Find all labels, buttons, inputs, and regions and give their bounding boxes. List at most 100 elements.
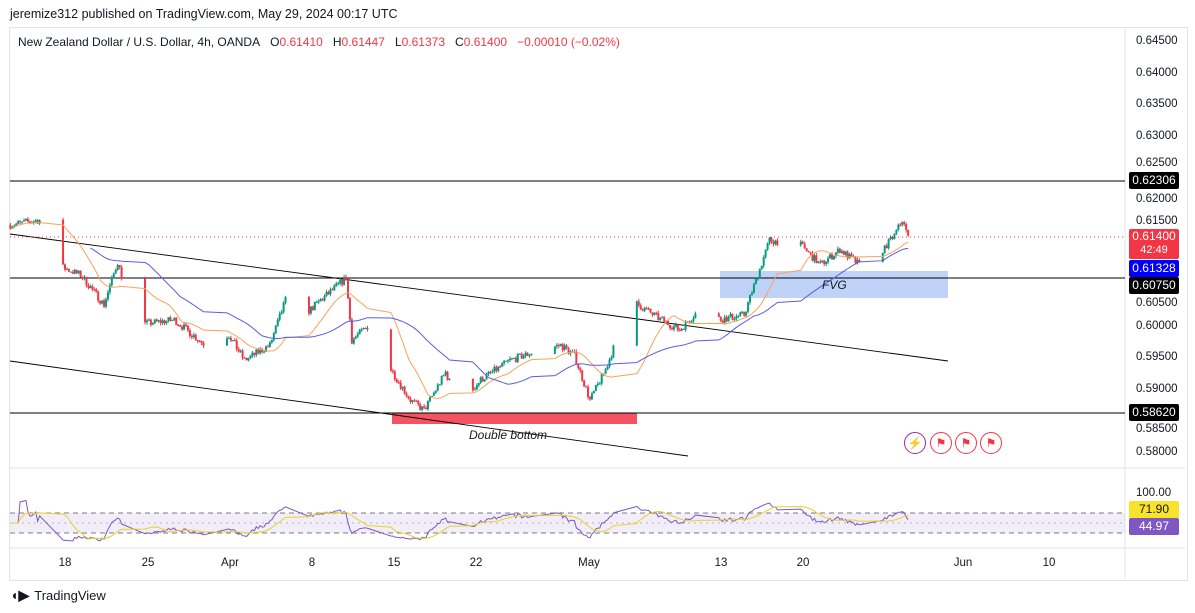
candle-body <box>67 269 70 272</box>
candle-body <box>760 265 763 269</box>
us-flag-event-icon[interactable]: ⚑ <box>955 432 977 454</box>
candle-body <box>598 383 601 385</box>
candle-body <box>116 265 119 270</box>
candle-body <box>821 260 824 263</box>
candle-body <box>653 312 656 315</box>
candle-body <box>348 298 351 320</box>
candle-body <box>241 350 244 358</box>
us-flag-event-icon[interactable]: ⚑ <box>930 432 952 454</box>
candle-body <box>577 364 580 369</box>
candle-body <box>575 351 578 365</box>
candle-body <box>473 389 476 391</box>
candle-body <box>155 319 158 322</box>
candle-body <box>856 259 859 263</box>
candle-body <box>362 328 365 330</box>
candle-body <box>747 302 750 312</box>
candle-body <box>364 327 367 329</box>
candle-body <box>315 301 318 303</box>
lightning-event-icon[interactable]: ⚡ <box>904 432 926 454</box>
candle-body <box>528 354 531 356</box>
candle-body <box>444 371 447 376</box>
candle-body <box>762 257 765 266</box>
us-flag-event-icon[interactable]: ⚑ <box>980 432 1002 454</box>
candle-body <box>261 349 264 353</box>
candle-body <box>717 313 720 317</box>
candle-body <box>227 337 230 339</box>
candle-body <box>165 320 168 324</box>
candle-body <box>401 386 404 389</box>
candle-body <box>885 245 888 249</box>
candle-body <box>758 268 761 279</box>
candle-body <box>333 285 336 291</box>
candle-body <box>754 278 757 285</box>
candle-body <box>26 219 29 222</box>
candle-body <box>194 334 197 341</box>
candle-body <box>272 333 275 341</box>
candle-body <box>799 241 802 246</box>
candle-body <box>850 254 853 257</box>
candle-body <box>745 311 748 316</box>
price-tick: 0.58500 <box>1136 423 1178 436</box>
rsi-ma-label: 44.97 <box>1129 518 1179 535</box>
candle-body <box>9 224 12 229</box>
candle-body <box>237 349 240 352</box>
candle-body <box>114 269 117 274</box>
candle-body <box>265 346 268 352</box>
double-bottom-zone[interactable] <box>392 413 637 424</box>
candle-body <box>284 296 287 303</box>
candle-body <box>674 324 677 327</box>
candle-body <box>389 329 392 371</box>
candle-body <box>520 353 523 359</box>
time-tick: Jun <box>953 557 973 569</box>
candle-body <box>507 360 510 362</box>
candle-body <box>555 345 558 347</box>
candle-body <box>274 325 277 334</box>
candle-body <box>17 221 20 224</box>
candle-body <box>676 324 679 330</box>
candle-body <box>840 250 843 254</box>
candle-body <box>776 240 779 246</box>
candle-body <box>508 358 511 361</box>
candle-body <box>73 269 76 274</box>
candle-body <box>319 299 322 302</box>
close-label: C <box>455 35 464 49</box>
candle-body <box>471 378 474 391</box>
time-tick: 15 <box>387 557 401 569</box>
candle-body <box>733 318 736 320</box>
candle-body <box>770 237 773 242</box>
rsi-line <box>10 499 909 542</box>
candle-body <box>659 317 662 320</box>
candle-body <box>331 289 334 291</box>
publisher-line: jeremize312 published on TradingView.com… <box>10 7 398 21</box>
candle-body <box>202 342 205 346</box>
candle-body <box>815 255 818 264</box>
candle-body <box>83 277 86 279</box>
candle-body <box>434 390 437 393</box>
last-price: 0.61400 <box>1132 229 1176 243</box>
candle-body <box>590 393 593 400</box>
candle-body <box>670 328 673 330</box>
level-high-label: 0.62306 <box>1129 172 1179 189</box>
candle-body <box>167 317 170 321</box>
candle-body <box>774 240 777 244</box>
channel-lower-trendline[interactable] <box>9 360 689 457</box>
candle-body <box>311 306 314 310</box>
candle-body <box>145 320 148 323</box>
candle-body <box>325 292 328 296</box>
candle-body <box>229 337 232 341</box>
candle-body <box>339 279 342 284</box>
candle-body <box>337 283 340 285</box>
candle-body <box>848 254 851 259</box>
channel-upper-trendline[interactable] <box>9 233 949 362</box>
candle-body <box>887 239 890 249</box>
fvg-box[interactable] <box>720 271 948 298</box>
candle-body <box>249 355 252 359</box>
candle-body <box>19 221 22 223</box>
double-bottom-label: Double bottom <box>469 428 548 442</box>
candle-body <box>807 251 810 253</box>
candle-body <box>667 320 670 326</box>
candle-body <box>346 280 349 299</box>
candle-body <box>151 323 154 325</box>
tradingview-logo[interactable]: ◖▶ TradingView <box>10 587 106 604</box>
